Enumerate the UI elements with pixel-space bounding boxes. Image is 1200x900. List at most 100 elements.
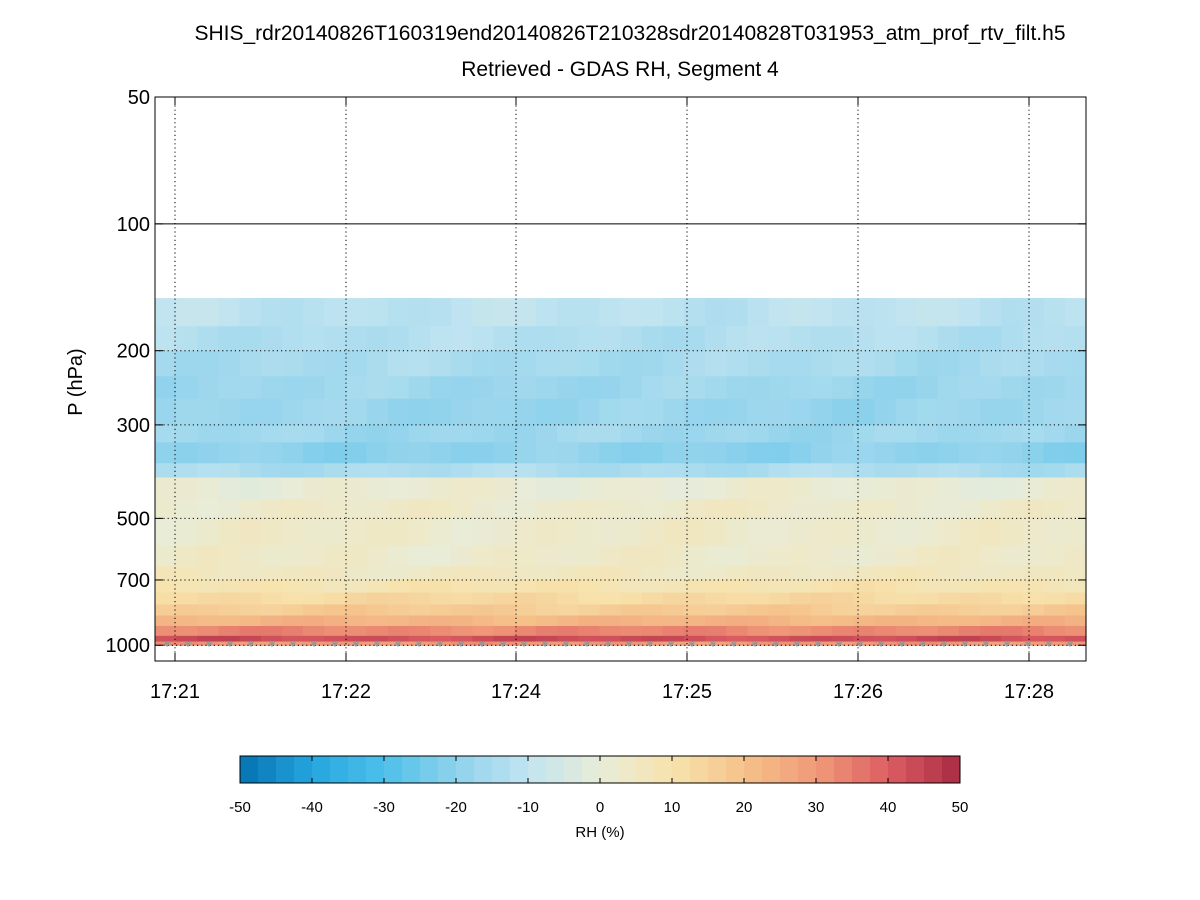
heatmap-cell — [514, 477, 537, 500]
heatmap-cell — [366, 499, 389, 519]
heatmap-cell — [832, 604, 854, 617]
heatmap-cell — [303, 499, 325, 519]
heatmap-cell — [1043, 566, 1066, 581]
heatmap-cell — [408, 579, 431, 594]
heatmap-cell — [916, 604, 939, 617]
heatmap-cell — [916, 298, 939, 327]
heatmap-cell — [832, 298, 854, 327]
heatmap-cell — [705, 615, 727, 627]
heatmap-cell — [493, 566, 516, 581]
heatmap-cell — [853, 545, 876, 567]
heatmap-cell — [176, 615, 198, 627]
heatmap-cell — [747, 442, 770, 464]
heatmap-cell — [239, 545, 262, 567]
heatmap-cell — [853, 566, 876, 581]
heatmap-cell — [599, 579, 622, 594]
heatmap-cell — [451, 635, 473, 643]
heatmap-cell — [514, 463, 537, 479]
heatmap-cell — [980, 298, 1002, 327]
heatmap-cell — [916, 350, 939, 377]
heatmap-cell — [789, 424, 812, 443]
heatmap-cell — [176, 326, 198, 352]
heatmap-cell — [260, 326, 283, 352]
colorbar-swatch — [528, 756, 547, 783]
heatmap-cell — [345, 545, 368, 567]
heatmap-cell — [493, 635, 516, 643]
heatmap-cell — [1043, 463, 1066, 479]
heatmap-cell — [895, 615, 918, 627]
heatmap-cell — [1001, 592, 1024, 605]
heatmap-cell — [451, 566, 473, 581]
heatmap-cell — [959, 350, 981, 377]
heatmap-cell — [557, 463, 579, 479]
heatmap-cell — [345, 350, 368, 377]
heatmap-cell — [683, 604, 706, 617]
heatmap-cell — [324, 625, 347, 637]
surface-marker — [962, 642, 968, 648]
heatmap-cell — [726, 635, 749, 643]
heatmap-cell — [620, 424, 643, 443]
heatmap-cell — [599, 604, 622, 617]
surface-marker — [1025, 642, 1031, 648]
heatmap-cell — [683, 645, 706, 646]
heatmap-cell — [662, 442, 685, 464]
heatmap-cell — [1001, 545, 1024, 567]
heatmap-cell — [641, 641, 664, 646]
heatmap-cell — [916, 398, 939, 426]
heatmap-cell — [366, 424, 389, 443]
heatmap-cell — [366, 625, 389, 637]
heatmap-cell — [705, 477, 727, 500]
heatmap-cell — [641, 645, 664, 646]
heatmap-cell — [387, 477, 410, 500]
heatmap-cell — [726, 424, 749, 443]
colorbar-swatch — [636, 756, 655, 783]
heatmap-cell — [260, 298, 283, 327]
heatmap-cell — [620, 635, 643, 643]
heatmap-cell — [599, 635, 622, 643]
surface-marker — [227, 642, 233, 648]
heatmap-cell — [408, 477, 431, 500]
colorbar-swatch — [654, 756, 673, 783]
heatmap-cell — [345, 635, 368, 643]
heatmap-cell — [789, 518, 812, 547]
heatmap-cell — [1043, 625, 1066, 637]
surface-marker — [1004, 642, 1010, 648]
heatmap-cell — [155, 592, 177, 605]
heatmap-cell — [662, 545, 685, 567]
heatmap-cell — [472, 499, 495, 519]
heatmap-cell — [1064, 592, 1087, 605]
heatmap-cell — [683, 518, 706, 547]
heatmap-cell — [303, 635, 325, 643]
heatmap-cell — [218, 442, 241, 464]
colorbar-tick-label: -10 — [517, 799, 539, 816]
heatmap-cell — [768, 592, 791, 605]
heatmap-cell — [303, 442, 325, 464]
heatmap-cell — [345, 424, 368, 443]
heatmap-cell — [239, 615, 262, 627]
heatmap-cell — [303, 518, 325, 547]
heatmap-cell — [768, 635, 791, 643]
heatmap-cell — [1022, 641, 1045, 646]
heatmap-cell — [937, 477, 960, 500]
y-tick-label: 50 — [128, 87, 150, 109]
heatmap-cell — [726, 641, 749, 646]
heatmap-cell — [895, 376, 918, 400]
heatmap-cell — [916, 592, 939, 605]
heatmap-cell — [260, 635, 283, 643]
heatmap-cell — [1022, 298, 1045, 327]
heatmap-cell — [345, 625, 368, 637]
heatmap-cell — [176, 376, 198, 400]
colorbar-swatch — [564, 756, 583, 783]
heatmap-cell — [747, 376, 770, 400]
surface-marker — [332, 642, 338, 648]
heatmap-cell — [535, 424, 558, 443]
heatmap-cell — [916, 424, 939, 443]
heatmap-cell — [747, 604, 770, 617]
heatmap-cell — [705, 604, 727, 617]
heatmap-cell — [768, 298, 791, 327]
heatmap-cell — [260, 424, 283, 443]
heatmap-cell — [514, 566, 537, 581]
heatmap-cell — [514, 579, 537, 594]
surface-marker — [983, 642, 989, 648]
heatmap-cell — [535, 635, 558, 643]
